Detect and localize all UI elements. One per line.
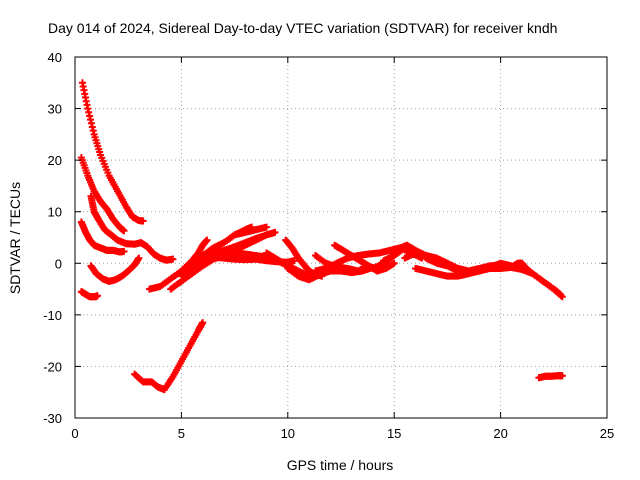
y-tick-label: -20 (43, 359, 62, 374)
data-series-arc-2 (77, 154, 128, 235)
data-series-arc-4 (77, 218, 128, 256)
data-series-arc-25 (486, 259, 564, 298)
x-tick-label: 5 (178, 426, 185, 441)
data-point (120, 227, 128, 235)
plot-frame (74, 56, 608, 419)
y-tick-label: 30 (48, 102, 62, 117)
data-point (390, 259, 398, 267)
y-tick-label: 0 (55, 256, 62, 271)
data-point (203, 236, 211, 244)
x-tick-label: 20 (493, 426, 507, 441)
data-series-arc-1 (78, 79, 147, 225)
data-series-arc-26 (535, 372, 566, 382)
y-tick-label: -30 (43, 411, 62, 426)
y-tick-label: 10 (48, 205, 62, 220)
data-point (139, 217, 147, 225)
data-series-arc-5 (87, 254, 143, 285)
x-tick-label: 15 (387, 426, 401, 441)
data-point (135, 254, 143, 262)
data-series-arc-3 (87, 192, 177, 264)
data-point (93, 292, 101, 300)
data-series-arc-23 (401, 249, 566, 301)
data-point (556, 290, 564, 298)
y-tick-label: 40 (48, 50, 62, 65)
data-point (120, 247, 128, 255)
x-axis-label: GPS time / hours (287, 457, 394, 473)
data-point (290, 257, 298, 265)
data-series-arc-6 (77, 288, 101, 301)
x-tick-label: 0 (71, 426, 78, 441)
y-tick-label: -10 (43, 308, 62, 323)
data-series-arc-16 (282, 236, 326, 280)
data-series-arc-7 (131, 319, 207, 394)
data-point (169, 255, 177, 263)
data-point (558, 372, 566, 380)
data-points (77, 79, 566, 394)
y-axis-label: SDTVAR / TECUs (7, 182, 23, 294)
x-tick-label: 25 (600, 426, 614, 441)
data-point (271, 228, 279, 236)
data-point (263, 223, 271, 231)
axis-ticks: 0 5 10 15 20 25 -30 -20 -10 0 10 20 30 40 (43, 50, 614, 441)
chart-title: Day 014 of 2024, Sidereal Day-to-day VTE… (48, 20, 557, 36)
grid-lines (75, 57, 607, 418)
y-tick-label: 20 (48, 153, 62, 168)
data-point (199, 319, 207, 327)
x-tick-label: 10 (281, 426, 295, 441)
